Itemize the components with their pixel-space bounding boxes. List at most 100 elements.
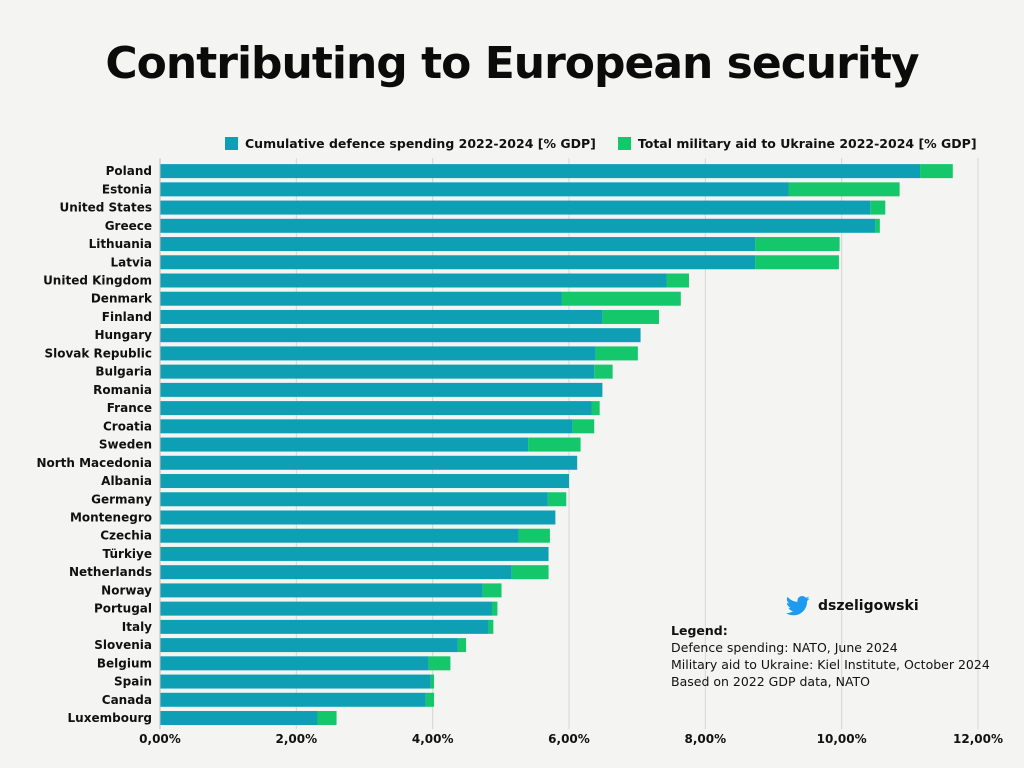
bar-military-aid: [491, 601, 498, 616]
bar-defence-spending: [160, 164, 921, 179]
bar-military-aid: [755, 237, 840, 252]
bar-defence-spending: [160, 237, 756, 252]
category-label: North Macedonia: [36, 456, 152, 470]
author-credit: dszeligowski: [786, 596, 919, 616]
bar-defence-spending: [160, 492, 548, 507]
legend-item-aid: Total military aid to Ukraine 2022-2024 …: [617, 136, 977, 151]
bar-military-aid: [602, 309, 659, 324]
bar-military-aid: [561, 291, 681, 306]
source-line-gdp: Based on 2022 GDP data, NATO: [671, 674, 871, 689]
legend-item-defence: Cumulative defence spending 2022-2024 [%…: [225, 136, 596, 151]
bar-defence-spending: [160, 200, 871, 215]
category-label: Belgium: [97, 656, 152, 670]
author-handle: dszeligowski: [818, 598, 919, 614]
bar-military-aid: [528, 437, 581, 452]
bar-military-aid: [870, 200, 886, 215]
bar-military-aid: [482, 583, 502, 598]
bar-military-aid: [511, 565, 549, 580]
bar-military-aid: [317, 711, 337, 726]
chart-title: Contributing to European security: [105, 38, 919, 89]
bar-defence-spending: [160, 382, 603, 397]
bar-defence-spending: [160, 674, 431, 689]
x-tick-label: 0,00%: [139, 732, 181, 746]
bar-military-aid: [595, 346, 638, 361]
category-label: Luxembourg: [68, 711, 152, 725]
bar-military-aid: [428, 656, 451, 671]
category-label: Norway: [101, 583, 152, 597]
bar-military-aid: [488, 619, 494, 634]
twitter-bird-icon: [786, 596, 810, 616]
category-label: United States: [59, 201, 152, 215]
bar-defence-spending: [160, 711, 318, 726]
bar-military-aid: [425, 692, 435, 707]
bar-military-aid: [920, 164, 953, 179]
x-tick-label: 12,00%: [953, 732, 1003, 746]
bar-defence-spending: [160, 565, 512, 580]
category-label: Lithuania: [89, 237, 152, 251]
category-label: Germany: [91, 492, 152, 506]
bar-military-aid: [572, 419, 595, 434]
category-label: Sweden: [99, 438, 152, 452]
source-heading: Legend:: [671, 623, 728, 638]
category-label: Netherlands: [69, 565, 152, 579]
bar-defence-spending: [160, 255, 756, 270]
bar-defence-spending: [160, 401, 592, 416]
bar-military-aid: [518, 528, 550, 543]
x-tick-label: 10,00%: [817, 732, 867, 746]
category-label: Romania: [93, 383, 152, 397]
x-tick-label: 2,00%: [276, 732, 318, 746]
legend-label-defence: Cumulative defence spending 2022-2024 [%…: [245, 136, 596, 151]
category-label: France: [107, 401, 152, 415]
bar-defence-spending: [160, 309, 603, 324]
category-label: Spain: [114, 675, 152, 689]
legend-swatch-aid: [617, 137, 631, 150]
category-label: Portugal: [94, 602, 152, 616]
bar-defence-spending: [160, 510, 556, 525]
category-label: Estonia: [102, 182, 152, 196]
category-label: Latvia: [110, 255, 152, 269]
bar-military-aid: [755, 255, 839, 270]
bar-defence-spending: [160, 419, 573, 434]
source-line-aid: Military aid to Ukraine: Kiel Institute,…: [671, 657, 990, 672]
bar-defence-spending: [160, 346, 596, 361]
category-label: Albania: [101, 474, 152, 488]
category-label: Croatia: [103, 419, 152, 433]
bar-defence-spending: [160, 474, 569, 489]
bar-military-aid: [875, 218, 880, 233]
bar-defence-spending: [160, 656, 429, 671]
category-label: Denmark: [91, 292, 153, 306]
legend-label-aid: Total military aid to Ukraine 2022-2024 …: [637, 136, 977, 151]
category-label: Czechia: [100, 529, 152, 543]
bar-defence-spending: [160, 619, 489, 634]
category-label: Italy: [122, 620, 152, 634]
category-label: Türkiye: [102, 547, 152, 561]
bar-defence-spending: [160, 583, 483, 598]
chart-legend: Cumulative defence spending 2022-2024 [%…: [225, 136, 977, 151]
bar-military-aid: [457, 638, 467, 653]
bar-defence-spending: [160, 328, 641, 343]
bar-military-aid: [547, 492, 567, 507]
bar-defence-spending: [160, 364, 595, 379]
source-notes: Legend: Defence spending: NATO, June 202…: [671, 622, 990, 690]
category-label: Slovenia: [94, 638, 152, 652]
category-label: Bulgaria: [95, 365, 152, 379]
category-label: Montenegro: [70, 510, 152, 524]
bar-defence-spending: [160, 546, 549, 561]
bar-military-aid: [591, 401, 600, 416]
source-line-defence: Defence spending: NATO, June 2024: [671, 640, 898, 655]
legend-swatch-defence: [225, 137, 238, 150]
bar-military-aid: [430, 674, 435, 689]
bar-defence-spending: [160, 182, 789, 197]
category-label: Canada: [102, 693, 152, 707]
bar-defence-spending: [160, 601, 492, 616]
bar-defence-spending: [160, 291, 562, 306]
bar-military-aid: [666, 273, 689, 288]
category-label: Greece: [105, 219, 152, 233]
bar-defence-spending: [160, 638, 458, 653]
x-tick-label: 6,00%: [548, 732, 590, 746]
category-label: Hungary: [94, 328, 152, 342]
x-tick-label: 8,00%: [685, 732, 727, 746]
bar-defence-spending: [160, 273, 667, 288]
bar-defence-spending: [160, 692, 426, 707]
